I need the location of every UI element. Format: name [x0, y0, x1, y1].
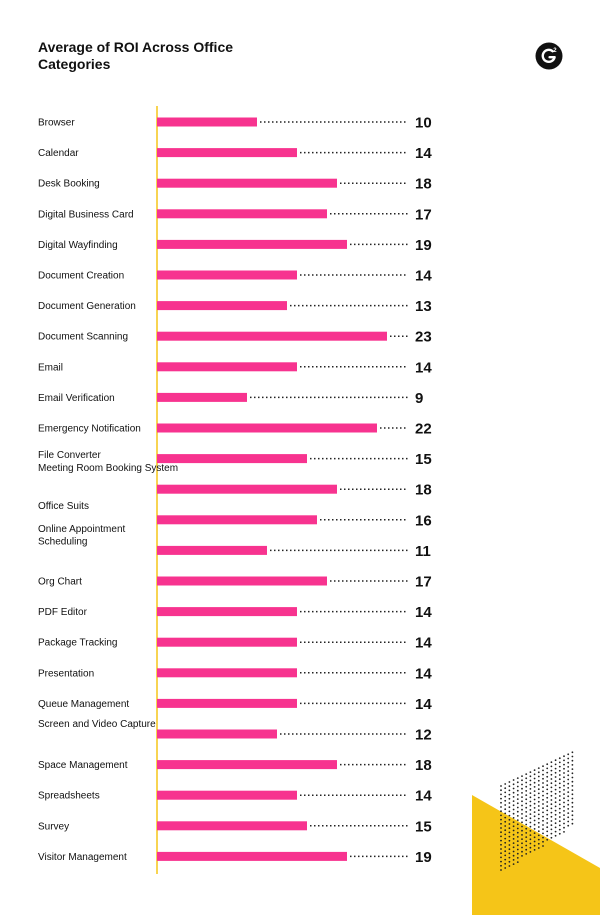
bar: [157, 239, 347, 249]
bar: [157, 423, 377, 433]
svg-text:2: 2: [553, 48, 557, 54]
category-label: Screen and Video Capture: [38, 719, 156, 730]
value-label: 15: [415, 451, 432, 468]
bar: [157, 576, 327, 586]
bar: [157, 178, 337, 188]
value-label: 22: [415, 421, 432, 438]
category-label: Browser: [38, 118, 75, 129]
value-label: 9: [415, 390, 423, 407]
bar: [157, 331, 387, 341]
bar: [157, 117, 257, 127]
value-label: 18: [415, 757, 432, 774]
value-label: 14: [415, 145, 432, 162]
g2-logo-icon: 2: [535, 42, 563, 70]
bar: [157, 637, 297, 647]
bar: [157, 209, 327, 219]
value-label: 14: [415, 635, 432, 652]
bar: [157, 484, 337, 494]
category-label: Desk Booking: [38, 179, 100, 190]
category-label: Digital Business Card: [38, 209, 134, 220]
value-label: 14: [415, 696, 432, 713]
category-label: Presentation: [38, 668, 94, 679]
value-label: 11: [415, 543, 431, 560]
bar: [157, 515, 317, 525]
value-label: 23: [415, 329, 432, 346]
category-label: Queue Management: [38, 699, 129, 710]
category-label: Meeting Room Booking System: [38, 463, 178, 474]
category-label: Document Creation: [38, 271, 124, 282]
value-label: 14: [415, 788, 432, 805]
chart-title: Average of ROI Across Office Categories: [38, 39, 234, 72]
value-label: 19: [415, 237, 432, 254]
category-label: Online Appointment Scheduling: [38, 524, 126, 548]
category-label: PDF Editor: [38, 607, 88, 618]
value-label: 15: [415, 818, 432, 835]
bar: [157, 148, 297, 158]
category-label: Space Management: [38, 760, 128, 771]
value-label: 14: [415, 604, 432, 621]
value-label: 13: [415, 298, 432, 315]
bar: [157, 454, 307, 464]
value-label: 17: [415, 206, 432, 223]
value-label: 12: [415, 727, 432, 744]
value-label: 18: [415, 482, 432, 499]
bar: [157, 392, 247, 402]
value-label: 16: [415, 512, 432, 529]
value-label: 18: [415, 176, 432, 193]
value-label: 14: [415, 359, 432, 376]
value-label: 14: [415, 665, 432, 682]
bar: [157, 729, 277, 739]
dot-pattern-decoration: [500, 751, 574, 871]
bar: [157, 545, 267, 555]
value-label: 10: [415, 115, 432, 132]
bar: [157, 301, 287, 311]
category-label: File Converter: [38, 450, 101, 461]
bar: [157, 668, 297, 678]
bar: [157, 851, 347, 861]
category-label: Digital Wayfinding: [38, 240, 118, 251]
bar: [157, 270, 297, 280]
bar: [157, 821, 307, 831]
category-label: Spreadsheets: [38, 791, 100, 802]
category-label: Email: [38, 362, 63, 373]
bar: [157, 362, 297, 372]
category-label: Document Generation: [38, 301, 136, 312]
category-label: Office Suits: [38, 501, 89, 512]
category-label: Emergency Notification: [38, 424, 141, 435]
category-label: Document Scanning: [38, 332, 128, 343]
category-label: Visitor Management: [38, 852, 127, 863]
value-label: 14: [415, 268, 432, 285]
category-label: Calendar: [38, 148, 79, 159]
yellow-triangle-decoration: [472, 795, 600, 915]
value-label: 19: [415, 849, 432, 866]
category-label: Org Chart: [38, 577, 82, 588]
bar: [157, 760, 337, 770]
bar: [157, 698, 297, 708]
category-label: Package Tracking: [38, 638, 118, 649]
category-label: Email Verification: [38, 393, 115, 404]
bar: [157, 607, 297, 617]
bar: [157, 790, 297, 800]
category-label: Survey: [38, 821, 69, 832]
value-label: 17: [415, 574, 432, 591]
